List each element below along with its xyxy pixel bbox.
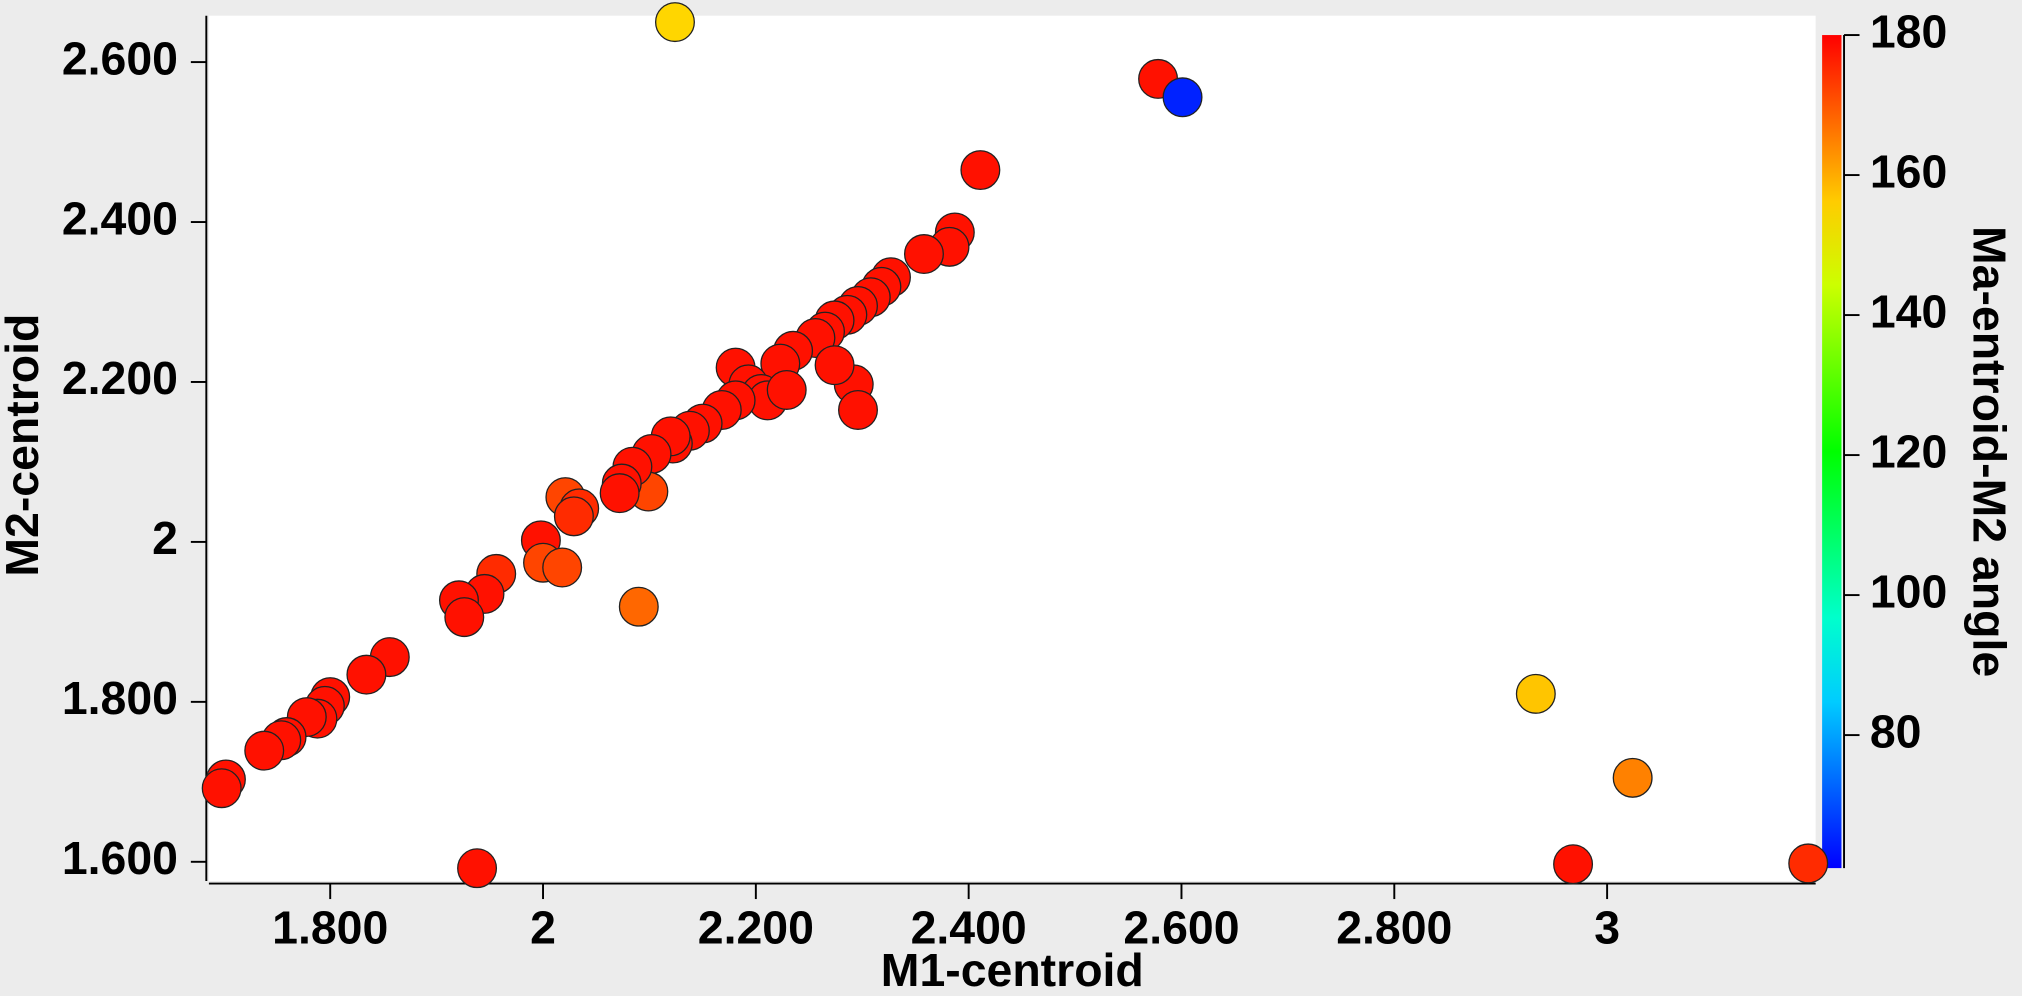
point: [766, 369, 807, 410]
colorbar-tick-label: 140: [1870, 285, 1947, 337]
y-tick-label: 1.800: [62, 672, 178, 724]
point: [1515, 673, 1556, 714]
point: [457, 848, 498, 889]
x-tick-label: 2.800: [1336, 902, 1452, 954]
colorbar-tick-label: 160: [1870, 145, 1947, 197]
point: [654, 2, 695, 43]
x-tick-label: 2.600: [1123, 902, 1239, 954]
point: [814, 345, 855, 386]
point: [346, 654, 387, 695]
x-tick-label: 3: [1594, 902, 1620, 954]
point: [542, 547, 583, 588]
y-axis-label: M2-centroid: [0, 314, 48, 577]
colorbar-label: Ma-entroid-M2 angle: [1964, 226, 2016, 677]
point: [1612, 757, 1653, 798]
x-tick-label: 2.400: [911, 902, 1027, 954]
point: [1553, 844, 1594, 885]
point: [244, 730, 285, 771]
y-tick-label: 1.600: [62, 832, 178, 884]
colorbar: [1822, 35, 1842, 869]
point: [553, 496, 594, 537]
point: [903, 234, 944, 275]
point: [599, 473, 640, 514]
colorbar-tick-label: 180: [1870, 5, 1947, 57]
y-tick-label: 2.400: [62, 192, 178, 244]
point: [444, 597, 485, 638]
point: [838, 389, 878, 430]
point: [1788, 843, 1829, 884]
y-tick-label: 2.200: [62, 352, 178, 404]
x-tick-label: 2.200: [698, 902, 814, 954]
point: [960, 150, 1001, 191]
colorbar-tick-label: 120: [1870, 425, 1947, 477]
y-tick-label: 2.600: [62, 32, 178, 84]
x-axis-label: M1-centroid: [881, 944, 1144, 996]
point: [1162, 77, 1203, 118]
plot-area: [208, 15, 1816, 881]
point: [618, 586, 659, 627]
x-tick-label: 2: [530, 902, 556, 954]
x-tick-label: 1.800: [272, 902, 388, 954]
point: [201, 768, 242, 809]
colorbar-tick-label: 80: [1870, 705, 1922, 757]
colorbar-tick-label: 100: [1870, 565, 1947, 617]
y-tick-label: 2: [152, 512, 178, 564]
